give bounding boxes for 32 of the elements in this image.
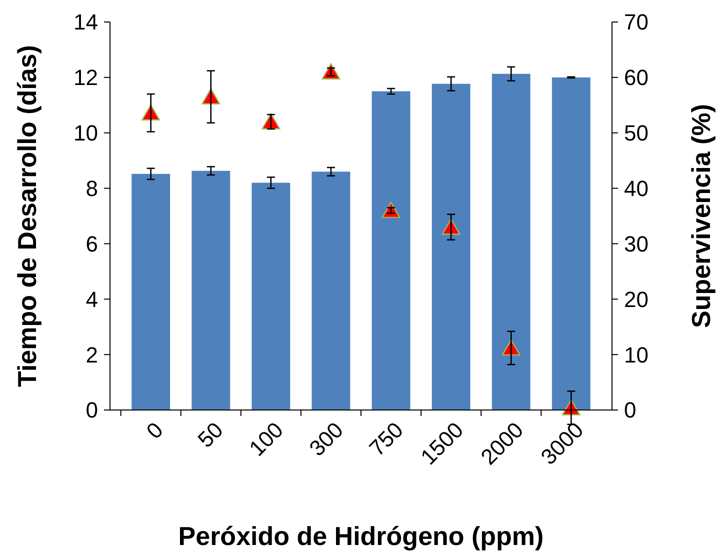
y-tick-label: 4 <box>86 286 98 312</box>
y-tick-label: 0 <box>86 398 98 423</box>
x-tick-label: 0 <box>141 417 168 444</box>
y-tick-label: 14 <box>74 10 98 35</box>
y-tick-label: 6 <box>86 231 98 256</box>
bar <box>372 91 410 410</box>
y-tick-label: 8 <box>86 176 98 201</box>
y2-tick-label: 30 <box>624 231 648 256</box>
x-tick-label: 300 <box>304 417 348 461</box>
y2-tick-label: 10 <box>624 342 648 368</box>
y2-axis-title: Supervivencia (%) <box>686 104 716 328</box>
x-tick-label: 750 <box>364 417 408 461</box>
bar <box>312 172 350 410</box>
y-axis-title: Tiempo de Desarrollo (días) <box>12 45 42 387</box>
y2-tick-label: 40 <box>624 176 648 201</box>
bar <box>492 74 530 410</box>
y2-tick-label: 50 <box>624 120 648 146</box>
x-axis-title: Peróxido de Hidrógeno (ppm) <box>178 521 544 551</box>
x-tick-label: 100 <box>244 417 288 461</box>
bar <box>192 170 230 410</box>
y2-tick-label: 20 <box>624 286 648 312</box>
bar <box>132 174 170 410</box>
bar <box>552 77 590 410</box>
bar <box>432 84 470 410</box>
y2-tick-label: 70 <box>624 10 648 35</box>
y2-tick-label: 0 <box>624 398 636 423</box>
y-tick-label: 10 <box>74 120 98 146</box>
y-tick-label: 2 <box>86 342 98 368</box>
y-tick-label: 12 <box>74 65 98 90</box>
y2-tick-label: 60 <box>624 65 648 90</box>
x-tick-label: 50 <box>192 417 228 452</box>
bar <box>252 182 290 410</box>
